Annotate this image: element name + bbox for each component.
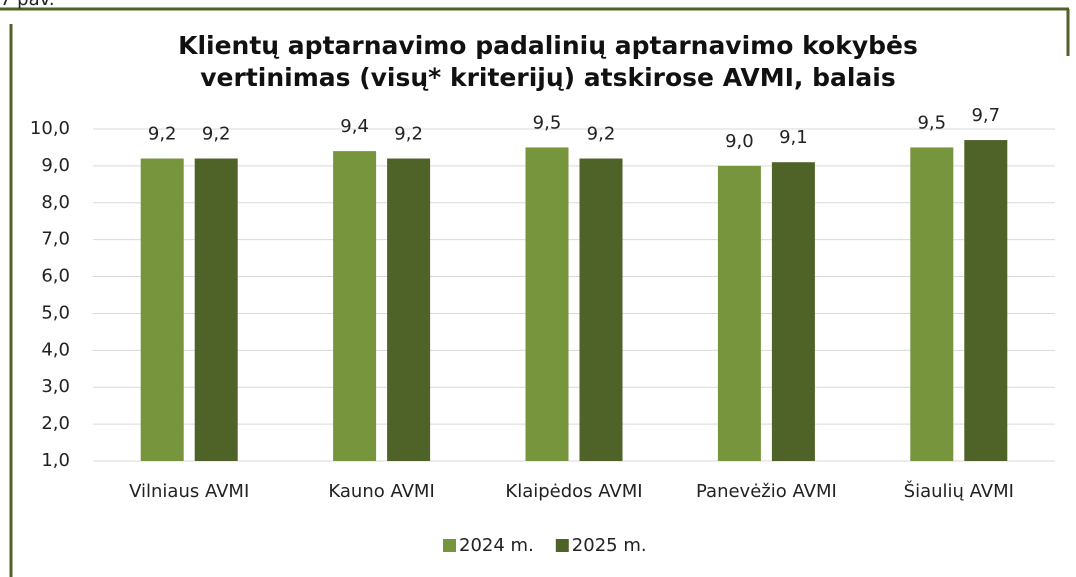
value-label: 9,7 [971,105,1000,126]
y-tick-label: 8,0 [41,192,70,213]
y-tick-label: 6,0 [41,266,70,287]
y-tick-label: 3,0 [41,376,70,397]
bar [910,147,954,461]
bar [771,162,815,461]
value-label: 9,2 [148,124,177,145]
y-tick-label: 7,0 [41,229,70,250]
value-label: 9,5 [533,112,562,133]
legend-swatch [443,539,456,552]
y-tick-label: 1,0 [41,450,70,471]
y-tick-label: 2,0 [41,413,70,434]
value-label: 9,2 [394,124,423,145]
legend-swatch [555,539,569,552]
value-label: 9,4 [340,116,369,137]
x-tick-label: Panevėžio AVMI [696,481,837,502]
value-label: 9,2 [202,124,231,145]
bar [333,151,377,461]
bar [194,158,238,461]
y-tick-label: 5,0 [41,302,70,323]
legend-label: 2025 m. [572,535,647,556]
y-tick-label: 10,0 [30,118,70,139]
y-tick-label: 9,0 [41,155,70,176]
bar [387,158,431,461]
value-label: 9,5 [917,112,946,133]
bar [579,158,623,461]
y-tick-label: 4,0 [41,339,70,360]
x-tick-label: Kauno AVMI [328,481,434,502]
x-tick-label: Vilniaus AVMI [129,481,249,502]
chart-title: Klientų aptarnavimo padalinių aptarnavim… [178,31,918,60]
x-tick-label: Klaipėdos AVMI [505,481,642,502]
value-label: 9,2 [587,124,616,145]
legend-label: 2024 m. [459,535,534,556]
bar [525,147,569,461]
bar [140,158,184,461]
value-label: 9,0 [725,131,754,152]
caption: 7 pav. [0,0,55,10]
bar [964,140,1008,462]
chart-title: vertinimas (visų* kriterijų) atskirose A… [200,63,896,92]
x-tick-label: Šiaulių AVMI [904,480,1014,502]
value-label: 9,1 [779,127,808,148]
bar [717,165,761,461]
